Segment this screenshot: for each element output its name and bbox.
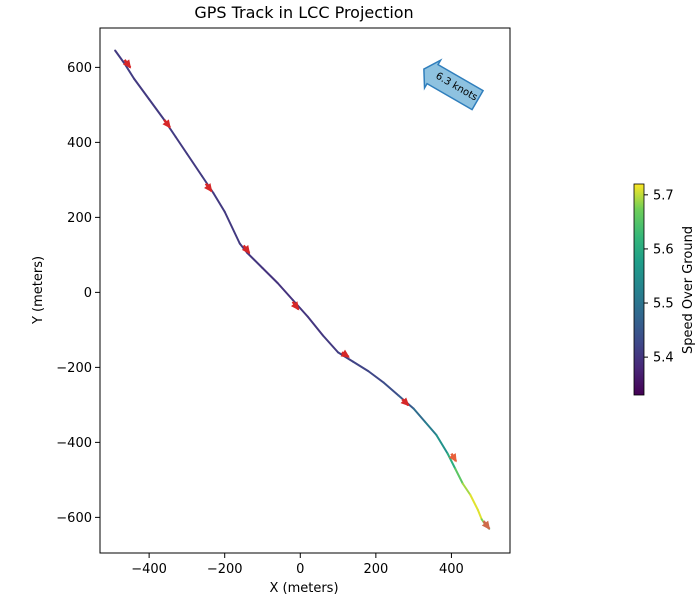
heading-arrow bbox=[241, 244, 251, 255]
speed-callout-arrow bbox=[423, 58, 485, 111]
x-axis-ticks: −400 −200 0 200 400 bbox=[131, 553, 464, 577]
track-segment bbox=[212, 192, 226, 213]
track-segment bbox=[306, 315, 324, 337]
track-segment bbox=[367, 370, 385, 384]
y-tick-label: 0 bbox=[84, 286, 92, 301]
heading-arrow bbox=[448, 452, 458, 463]
x-tick-label: 0 bbox=[296, 562, 304, 577]
track-segment bbox=[246, 252, 264, 269]
heading-arrow bbox=[290, 300, 300, 311]
speed-callout: 6.3 knots bbox=[423, 58, 485, 111]
x-axis-label: X (meters) bbox=[269, 581, 338, 596]
colorbar-ticks: 5.7 5.6 5.5 5.4 bbox=[644, 188, 674, 366]
x-tick-label: 200 bbox=[363, 562, 388, 577]
track-segment bbox=[423, 420, 438, 436]
track-segment bbox=[276, 282, 294, 301]
colorbar-tick-label: 5.7 bbox=[653, 188, 674, 203]
track-segment bbox=[382, 381, 400, 397]
track-segment bbox=[454, 467, 464, 485]
y-tick-label: −600 bbox=[56, 511, 92, 526]
y-tick-label: −200 bbox=[56, 361, 92, 376]
colorbar-tick-label: 5.6 bbox=[653, 242, 674, 257]
chart-title: GPS Track in LCC Projection bbox=[194, 3, 413, 22]
heading-arrow bbox=[340, 349, 350, 358]
track-segment bbox=[461, 482, 472, 496]
colorbar-tick-label: 5.5 bbox=[653, 297, 674, 312]
track-segment bbox=[114, 49, 126, 65]
track-segment bbox=[476, 508, 483, 521]
track-segment bbox=[133, 77, 151, 101]
y-tick-label: −400 bbox=[56, 436, 92, 451]
track-segment bbox=[321, 334, 340, 354]
heading-arrow bbox=[481, 520, 491, 530]
track-segment bbox=[148, 98, 166, 121]
track-segment bbox=[185, 152, 204, 178]
y-tick-label: 600 bbox=[67, 61, 92, 76]
y-axis-ticks: 600 400 200 0 −200 −400 −600 bbox=[56, 61, 100, 526]
y-tick-label: 400 bbox=[67, 136, 92, 151]
track-segment bbox=[174, 135, 188, 155]
heading-arrow bbox=[400, 397, 410, 407]
x-tick-label: 400 bbox=[439, 562, 464, 577]
gps-track bbox=[114, 49, 491, 530]
track-segment bbox=[412, 407, 426, 423]
heading-arrows bbox=[122, 59, 491, 530]
y-tick-label: 200 bbox=[67, 211, 92, 226]
track-segment bbox=[435, 433, 449, 455]
heading-arrow bbox=[162, 119, 171, 129]
colorbar-tick-label: 5.4 bbox=[653, 351, 674, 366]
track-segment bbox=[291, 298, 309, 318]
colorbar: 5.7 5.6 5.5 5.4 Speed Over Ground bbox=[633, 183, 696, 396]
track-segment bbox=[352, 360, 370, 373]
heading-arrow bbox=[204, 182, 213, 193]
track-segment bbox=[469, 493, 479, 511]
heading-arrow bbox=[122, 59, 132, 69]
track-segment bbox=[446, 452, 457, 470]
colorbar-label: Speed Over Ground bbox=[681, 226, 696, 354]
x-tick-label: −400 bbox=[131, 562, 167, 577]
track-segment bbox=[261, 267, 279, 284]
colorbar-gradient bbox=[633, 183, 645, 396]
x-tick-label: −200 bbox=[207, 562, 243, 577]
track-segment bbox=[123, 62, 136, 80]
track-segment bbox=[223, 210, 241, 245]
y-axis-label: Y (meters) bbox=[31, 256, 46, 325]
plot-frame bbox=[99, 27, 511, 554]
